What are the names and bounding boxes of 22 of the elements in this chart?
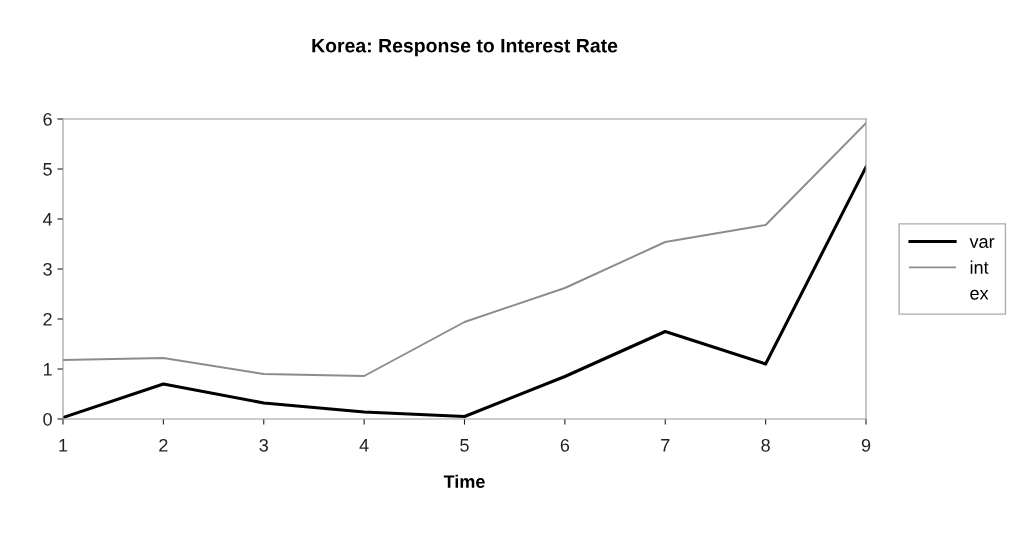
y-tick-label: 1 xyxy=(43,363,52,376)
legend-label: int xyxy=(970,260,989,274)
x-tick-label: 7 xyxy=(661,439,670,452)
y-tick-label: 6 xyxy=(43,112,52,126)
legend-label: var xyxy=(969,238,995,248)
line-series xyxy=(63,122,866,377)
x-tick-label: 2 xyxy=(159,438,168,452)
x-tick-label: 1 xyxy=(59,439,68,452)
y-tick-label: 3 xyxy=(43,262,52,276)
x-tick-label: 4 xyxy=(359,439,369,452)
x-tick-label: 6 xyxy=(560,438,570,452)
x-tick-label: 5 xyxy=(460,439,469,452)
y-tick-label: 2 xyxy=(43,312,52,326)
y-tick-label: 4 xyxy=(42,213,53,226)
x-tick-label: 3 xyxy=(259,438,268,452)
chart-title: Korea: Response to Interest Rate xyxy=(312,38,618,57)
x-tick-label: 9 xyxy=(861,438,871,452)
x-tick-label: 8 xyxy=(761,438,770,452)
y-tick-label: 5 xyxy=(43,163,52,176)
y-tick-label: 0 xyxy=(43,412,52,426)
x-axis-title: Time xyxy=(443,474,485,488)
text: ex xyxy=(970,289,989,300)
